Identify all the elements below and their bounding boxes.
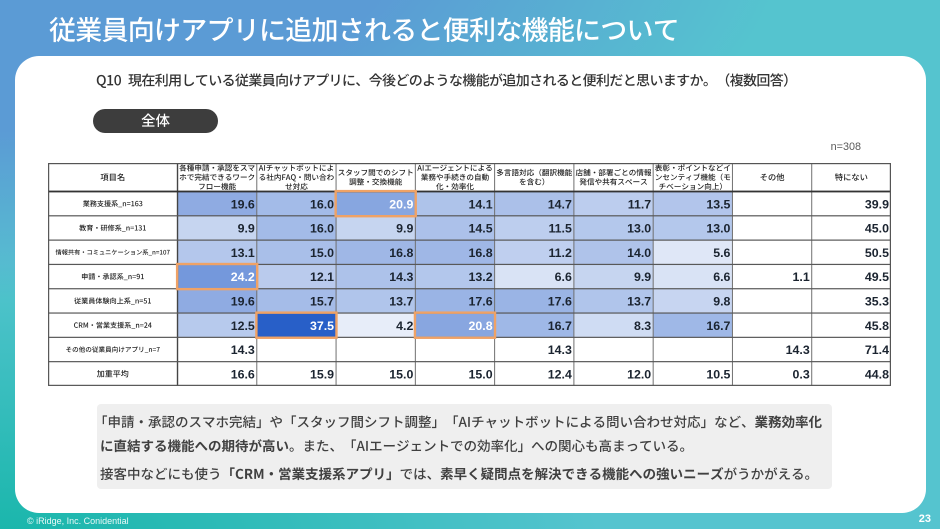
svg-text:6.6: 6.6 — [713, 270, 730, 284]
svg-text:16.0: 16.0 — [310, 222, 334, 236]
svg-text:14.0: 14.0 — [627, 246, 651, 260]
svg-text:14.7: 14.7 — [548, 197, 572, 211]
svg-text:12.1: 12.1 — [310, 270, 334, 284]
svg-text:9.9: 9.9 — [634, 270, 651, 284]
svg-text:50.5: 50.5 — [865, 246, 889, 260]
svg-text:13.0: 13.0 — [627, 222, 651, 236]
svg-text:11.2: 11.2 — [548, 246, 572, 260]
svg-text:16.8: 16.8 — [389, 246, 413, 260]
svg-text:13.2: 13.2 — [469, 270, 493, 284]
svg-text:24.2: 24.2 — [231, 270, 255, 284]
svg-text:13.1: 13.1 — [231, 246, 255, 260]
svg-text:11.5: 11.5 — [548, 222, 572, 236]
svg-text:17.6: 17.6 — [469, 294, 493, 308]
svg-text:4.2: 4.2 — [396, 319, 413, 333]
svg-text:16.7: 16.7 — [548, 319, 572, 333]
svg-text:8.3: 8.3 — [634, 319, 651, 333]
svg-text:16.7: 16.7 — [706, 319, 730, 333]
svg-text:49.5: 49.5 — [865, 270, 889, 284]
svg-text:39.9: 39.9 — [865, 197, 889, 211]
svg-text:12.5: 12.5 — [231, 319, 255, 333]
svg-text:13.7: 13.7 — [627, 294, 651, 308]
svg-text:15.0: 15.0 — [310, 246, 334, 260]
svg-text:45.8: 45.8 — [865, 319, 889, 333]
svg-text:16.0: 16.0 — [310, 197, 334, 211]
svg-text:15.0: 15.0 — [389, 367, 413, 381]
svg-text:12.0: 12.0 — [627, 367, 651, 381]
svg-text:14.1: 14.1 — [469, 197, 493, 211]
svg-text:13.7: 13.7 — [389, 294, 413, 308]
svg-text:20.9: 20.9 — [389, 197, 413, 211]
svg-text:14.3: 14.3 — [548, 343, 572, 357]
svg-text:6.6: 6.6 — [555, 270, 572, 284]
svg-text:5.6: 5.6 — [713, 246, 730, 260]
svg-text:0.3: 0.3 — [793, 367, 810, 381]
svg-text:45.0: 45.0 — [865, 222, 889, 236]
svg-text:44.8: 44.8 — [865, 367, 889, 381]
svg-text:15.9: 15.9 — [310, 367, 334, 381]
svg-text:71.4: 71.4 — [865, 343, 889, 357]
svg-text:15.0: 15.0 — [469, 367, 493, 381]
svg-text:35.3: 35.3 — [865, 294, 889, 308]
svg-text:11.7: 11.7 — [628, 197, 652, 211]
svg-text:13.5: 13.5 — [706, 197, 730, 211]
svg-text:9.8: 9.8 — [713, 294, 730, 308]
svg-text:12.4: 12.4 — [548, 367, 572, 381]
svg-text:9.9: 9.9 — [238, 222, 255, 236]
svg-text:14.3: 14.3 — [231, 343, 255, 357]
svg-text:16.6: 16.6 — [231, 367, 255, 381]
svg-text:19.6: 19.6 — [231, 294, 255, 308]
svg-text:19.6: 19.6 — [231, 197, 255, 211]
svg-text:14.5: 14.5 — [469, 222, 493, 236]
svg-text:16.8: 16.8 — [469, 246, 493, 260]
svg-text:13.0: 13.0 — [706, 222, 730, 236]
svg-text:37.5: 37.5 — [310, 319, 334, 333]
svg-text:1.1: 1.1 — [793, 270, 810, 284]
svg-text:15.7: 15.7 — [310, 294, 334, 308]
svg-text:14.3: 14.3 — [786, 343, 810, 357]
svg-text:10.5: 10.5 — [706, 367, 730, 381]
svg-text:17.6: 17.6 — [548, 294, 572, 308]
svg-text:9.9: 9.9 — [396, 222, 413, 236]
svg-text:20.8: 20.8 — [469, 319, 493, 333]
svg-text:14.3: 14.3 — [389, 270, 413, 284]
